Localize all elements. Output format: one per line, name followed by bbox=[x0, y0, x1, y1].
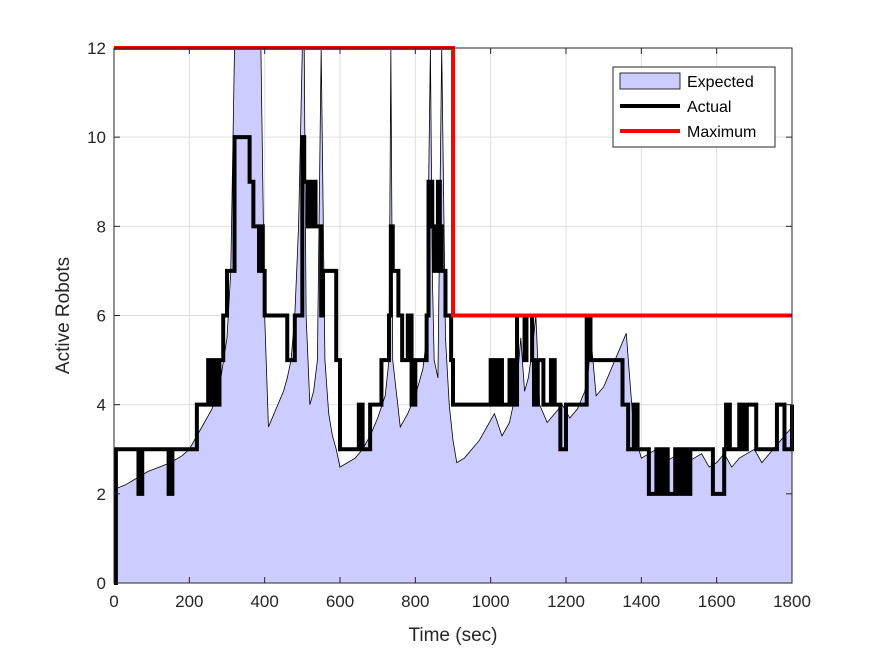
x-tick-label: 800 bbox=[401, 592, 429, 611]
y-tick-label: 10 bbox=[87, 128, 106, 147]
y-tick-label: 4 bbox=[97, 396, 106, 415]
axis-ticks bbox=[113, 47, 793, 584]
series-layer bbox=[113, 46, 794, 585]
series-actual-line bbox=[113, 135, 794, 585]
y-axis-label: Active Robots bbox=[53, 257, 74, 374]
y-tick-label: 6 bbox=[97, 307, 106, 326]
y-tick-label: 8 bbox=[97, 217, 106, 236]
x-tick-label: 0 bbox=[109, 592, 118, 611]
series-expected-area bbox=[114, 48, 792, 583]
x-tick-label: 600 bbox=[326, 592, 354, 611]
tick-labels: 0 200 400 600 800 1000 1200 1400 1600 1800 0 2 4 6 8 10… bbox=[87, 39, 811, 611]
x-tick-label: 200 bbox=[175, 592, 203, 611]
y-tick-label: 2 bbox=[97, 485, 106, 504]
x-tick-label: 400 bbox=[250, 592, 278, 611]
legend-label: Actual bbox=[687, 99, 731, 116]
legend-label: Maximum bbox=[687, 124, 756, 141]
y-tick-label: 12 bbox=[87, 39, 106, 58]
y-tick-label: 0 bbox=[97, 574, 106, 593]
x-tick-label: 1800 bbox=[773, 592, 811, 611]
x-tick-label: 1000 bbox=[472, 592, 510, 611]
legend-swatch-expected bbox=[619, 72, 681, 90]
legend: Expected Actual Maximum bbox=[612, 66, 776, 148]
x-tick-label: 1200 bbox=[547, 592, 585, 611]
x-axis-label: Time (sec) bbox=[408, 625, 497, 646]
x-tick-label: 1600 bbox=[698, 592, 736, 611]
legend-label: Expected bbox=[687, 74, 754, 91]
x-tick-label: 1400 bbox=[622, 592, 660, 611]
